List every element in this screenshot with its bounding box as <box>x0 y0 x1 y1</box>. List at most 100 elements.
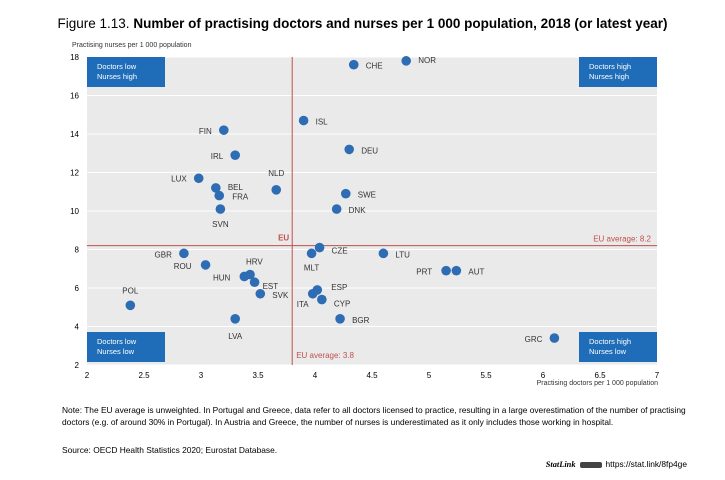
y-tick-label: 10 <box>70 207 79 216</box>
eu-marker-label: EU <box>278 234 289 243</box>
data-point-che <box>348 59 359 70</box>
data-point-dnk <box>331 204 342 214</box>
data-point-pol <box>125 300 136 311</box>
x-tick-label: 6 <box>541 371 546 380</box>
quadrant-label: Doctors high <box>589 62 631 71</box>
point-label-bel: BEL <box>228 183 244 192</box>
x-tick-label: 5.5 <box>480 371 492 380</box>
data-point-prt <box>441 265 451 276</box>
quadrant-box-bottom-right <box>579 332 657 362</box>
point-label-swe: SWE <box>358 191 376 200</box>
data-point-hun <box>239 271 250 282</box>
data-point-cyp <box>317 294 327 305</box>
point-label-nor: NOR <box>418 56 436 65</box>
data-point-fra <box>214 190 225 201</box>
quadrant-label: Doctors low <box>97 62 137 71</box>
point-label-ita: ITA <box>297 300 310 309</box>
point-label-isl: ISL <box>316 118 329 127</box>
point-label-prt: PRT <box>416 268 432 277</box>
point-label-che: CHE <box>366 62 383 71</box>
x-tick-label: 3 <box>199 371 204 380</box>
data-point-lux <box>193 173 204 184</box>
x-tick-label: 3.5 <box>252 371 264 380</box>
point-label-bgr: BGR <box>352 316 370 325</box>
y-tick-label: 6 <box>75 284 80 293</box>
data-point-est <box>249 277 260 288</box>
quadrant-label: Nurses low <box>97 347 135 356</box>
point-label-ltu: LTU <box>395 250 410 259</box>
point-label-dnk: DNK <box>349 206 367 215</box>
y-tick-label: 18 <box>70 53 79 62</box>
point-label-cze: CZE <box>332 247 348 256</box>
x-tick-label: 7 <box>655 371 660 380</box>
eu-doctors-label: EU average: 3.8 <box>296 351 354 360</box>
quadrant-label: Nurses high <box>97 72 137 81</box>
data-point-cze <box>314 242 325 253</box>
point-label-pol: POL <box>122 286 139 295</box>
point-label-cyp: CYP <box>334 300 350 309</box>
y-tick-label: 16 <box>70 92 79 101</box>
statlink-logo-icon <box>579 461 602 468</box>
point-label-gbr: GBR <box>155 250 173 259</box>
data-point-deu <box>344 144 355 155</box>
data-point-nld <box>271 185 282 195</box>
data-point-svn <box>215 204 226 214</box>
figure-label: Figure 1.13. <box>57 16 130 31</box>
statlink[interactable]: StatLink https://stat.link/8fp4ge <box>546 459 687 469</box>
quadrant-box-top-left <box>87 57 165 87</box>
x-tick-label: 2.5 <box>138 371 150 380</box>
quadrant-label: Doctors low <box>97 337 137 346</box>
quadrant-box-bottom-left <box>87 332 165 362</box>
quadrant-label: Nurses high <box>589 72 629 81</box>
y-axis-label: Practising nurses per 1 000 population <box>72 42 192 49</box>
point-label-hrv: HRV <box>246 258 263 267</box>
point-label-rou: ROU <box>174 262 192 271</box>
data-point-isl <box>298 115 309 126</box>
x-tick-label: 5 <box>427 371 432 380</box>
data-point-svk <box>255 288 266 299</box>
data-point-ita <box>307 288 318 299</box>
x-tick-label: 2 <box>85 371 90 380</box>
data-point-ltu <box>378 248 389 259</box>
scatter-plot: 2 4 6 8 10 12 14 16 18 2 2.5 3 3.5 4 4.5 5 5.5 6 6.5 7 EU av… <box>70 53 660 380</box>
point-label-fin: FIN <box>199 127 212 136</box>
y-tick-label: 14 <box>70 130 79 139</box>
quadrant-label: Nurses low <box>589 347 627 356</box>
eu-nurses-label: EU average: 8.2 <box>593 235 651 244</box>
data-point-rou <box>200 260 211 270</box>
y-tick-label: 2 <box>75 361 80 370</box>
statlink-brand: StatLink <box>545 460 576 469</box>
point-label-mlt: MLT <box>304 263 320 272</box>
point-label-esp: ESP <box>331 283 347 292</box>
quadrant-box-top-right <box>579 57 657 87</box>
point-label-nld: NLD <box>268 169 284 178</box>
x-tick-label: 6.5 <box>594 371 606 380</box>
statlink-url[interactable]: https://stat.link/8fp4ge <box>605 459 687 469</box>
point-label-svk: SVK <box>272 291 289 300</box>
point-label-irl: IRL <box>211 152 224 161</box>
chart-source: Source: OECD Health Statistics 2020; Eur… <box>62 445 278 455</box>
data-point-swe <box>340 188 351 199</box>
point-label-est: EST <box>263 282 279 291</box>
data-point-gbr <box>179 248 189 259</box>
data-point-grc <box>549 333 560 343</box>
data-point-lva <box>230 314 240 324</box>
chart-title: Figure 1.13. Number of practising doctor… <box>0 16 725 31</box>
data-point-bel <box>211 183 221 193</box>
data-point-bgr <box>335 314 345 324</box>
x-tick-label: 4.5 <box>366 371 378 380</box>
point-label-svn: SVN <box>212 220 229 229</box>
quadrant-label: Doctors high <box>589 337 631 346</box>
data-point-fin <box>219 125 229 135</box>
point-label-aut: AUT <box>468 268 484 277</box>
point-label-deu: DEU <box>361 146 378 155</box>
point-label-lux: LUX <box>171 174 187 183</box>
data-point-nor <box>401 56 412 66</box>
point-label-hun: HUN <box>213 273 231 282</box>
chart-note: Note: The EU average is unweighted. In P… <box>62 405 686 427</box>
x-axis-label: Practising doctors per 1 000 population <box>536 380 658 387</box>
data-point-aut <box>451 265 462 276</box>
data-point-mlt <box>306 248 317 259</box>
figure-title: Number of practising doctors and nurses … <box>133 16 668 31</box>
y-tick-label: 4 <box>75 323 80 332</box>
